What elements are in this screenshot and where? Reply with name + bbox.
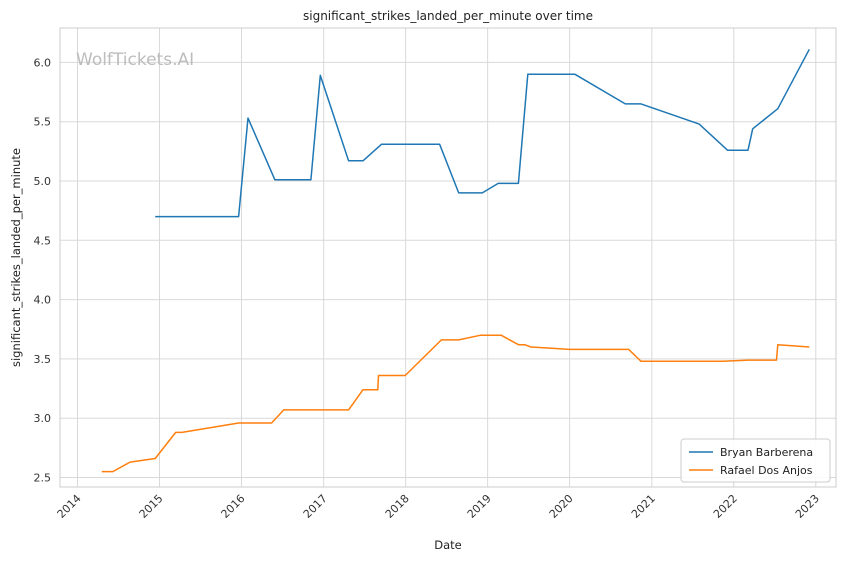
plot-area [60, 28, 836, 487]
y-tick-label: 4.5 [34, 234, 52, 247]
y-tick-label: 5.5 [34, 116, 52, 129]
series-lines [101, 48, 810, 473]
chart-title: significant_strikes_landed_per_minute ov… [303, 9, 593, 23]
y-axis-ticks: 2.5 3.0 3.5 4.0 4.5 5.0 5.5 6.0 [34, 56, 52, 484]
legend-label-rafael-dos-anjos: Rafael Dos Anjos [720, 464, 813, 477]
y-tick-label: 3.5 [34, 353, 52, 366]
y-tick-label: 3.0 [34, 412, 52, 425]
series-line-rafael-dos-anjos [101, 334, 810, 473]
y-tick-label: 5.0 [34, 175, 52, 188]
watermark-text: WolfTickets.AI [76, 50, 194, 70]
x-axis-label: Date [434, 538, 462, 552]
y-tick-label: 4.0 [34, 294, 52, 307]
y-tick-label: 2.5 [34, 472, 52, 485]
y-tick-label: 6.0 [34, 56, 52, 69]
legend-label-bryan-barberena: Bryan Barberena [720, 446, 813, 459]
plot-frame [59, 27, 837, 488]
grid [60, 28, 836, 487]
legend-box [680, 438, 831, 483]
y-axis-label: significant_strikes_landed_per_minute [9, 148, 23, 367]
legend: Bryan Barberena Rafael Dos Anjos [680, 438, 831, 483]
series-line-bryan-barberena [155, 48, 810, 218]
